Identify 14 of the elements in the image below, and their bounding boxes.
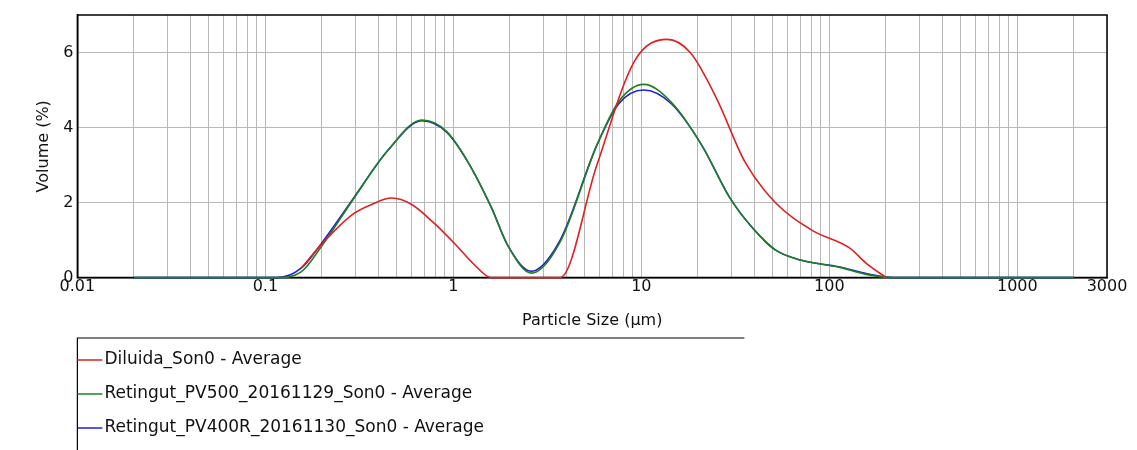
- legend-label: Retingut_PV400R_20161130_Son0 - Average: [104, 416, 484, 438]
- x-tick-label: 1: [448, 276, 459, 296]
- x-axis-title: Particle Size (µm): [521, 309, 663, 329]
- y-tick-label: 4: [63, 116, 74, 136]
- y-axis-title: Volume (%): [32, 100, 52, 193]
- x-tick-label: 10: [631, 276, 652, 296]
- x-tick-label: 100: [814, 276, 845, 296]
- y-tick-label: 6: [63, 41, 74, 61]
- x-tick-label: 3000: [1086, 276, 1128, 296]
- legend-label: Diluida_Son0 - Average: [104, 348, 302, 370]
- x-tick-label: 1000: [996, 276, 1038, 296]
- x-tick-label: 0.1: [252, 276, 279, 296]
- y-tick-label: 2: [63, 191, 74, 211]
- legend-label: Retingut_PV500_20161129_Son0 - Average: [104, 382, 473, 404]
